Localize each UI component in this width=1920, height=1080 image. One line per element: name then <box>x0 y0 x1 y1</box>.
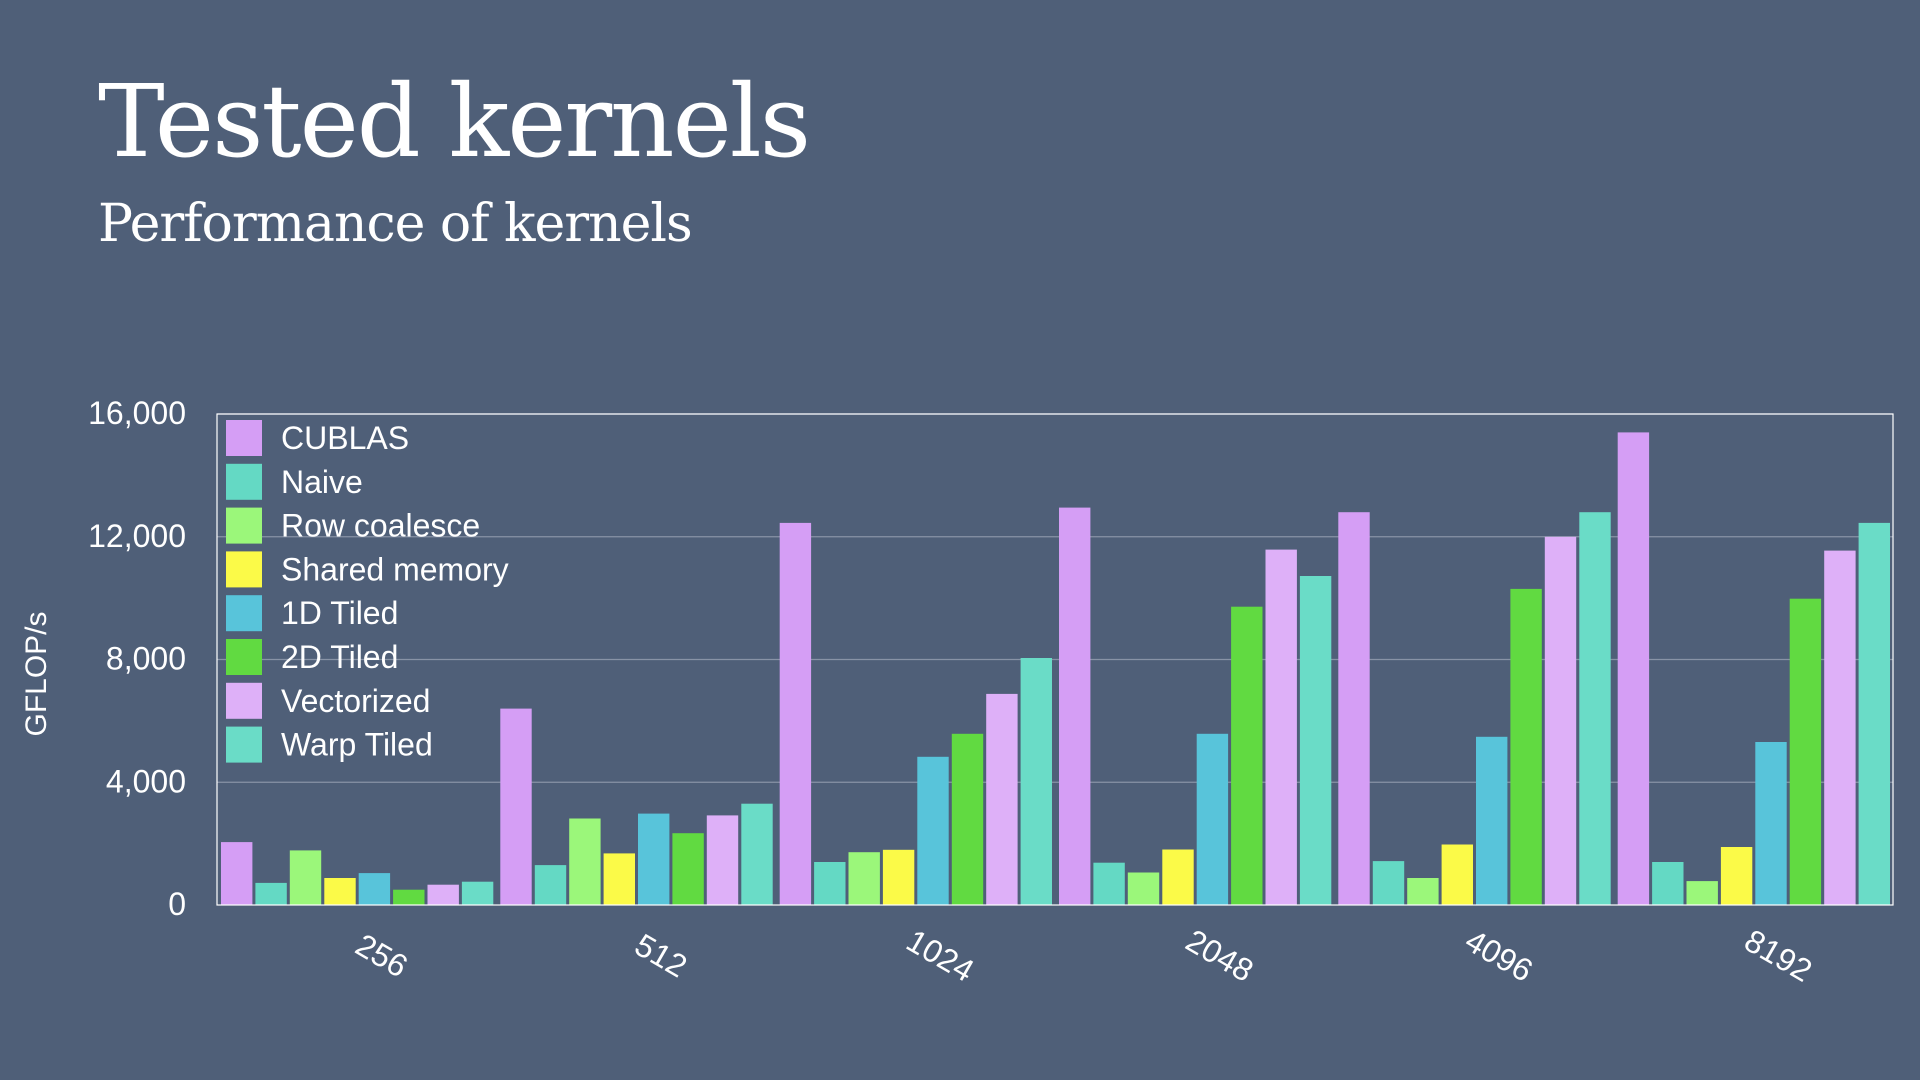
bar-1d-tiled-1024 <box>917 756 949 905</box>
bar-1d-tiled-4096 <box>1476 736 1508 905</box>
bar-naive-1024 <box>814 862 846 905</box>
bar-cublas-512 <box>500 708 532 905</box>
y-tick-label: 12,000 <box>88 518 186 554</box>
bar-row-coalesce-2048 <box>1127 872 1160 905</box>
legend-swatch <box>226 463 262 500</box>
bar-2d-tiled-256 <box>393 889 425 905</box>
legend-label: Vectorized <box>281 683 430 719</box>
bar-warp-tiled-4096 <box>1579 512 1611 905</box>
chart-bars <box>221 432 1890 906</box>
x-tick-label: 4096 <box>1459 922 1539 989</box>
bar-warp-tiled-256 <box>461 881 494 905</box>
bar-row-coalesce-1024 <box>848 852 880 905</box>
bar-shared-memory-2048 <box>1162 849 1194 905</box>
bar-shared-memory-1024 <box>882 849 915 905</box>
legend-label: Row coalesce <box>281 508 480 544</box>
bar-cublas-256 <box>221 842 253 905</box>
bar-cublas-4096 <box>1338 512 1370 905</box>
legend-swatch <box>226 682 262 719</box>
bar-2d-tiled-4096 <box>1510 588 1542 905</box>
legend-label: Warp Tiled <box>281 727 433 763</box>
bar-vectorized-4096 <box>1544 536 1577 906</box>
y-tick-label: 0 <box>168 886 186 922</box>
bar-warp-tiled-2048 <box>1299 576 1332 905</box>
y-tick-label: 8,000 <box>106 641 186 677</box>
x-tick-label: 512 <box>629 927 693 985</box>
bar-row-coalesce-4096 <box>1407 878 1439 905</box>
bar-1d-tiled-512 <box>638 813 670 905</box>
y-tick-label: 4,000 <box>106 763 186 799</box>
legend-swatch <box>226 507 262 544</box>
slide-subtitle: Performance of kernels <box>98 194 693 254</box>
legend-swatch <box>226 595 262 632</box>
plot-area-frame <box>216 413 1894 906</box>
x-tick-label: 1024 <box>901 922 981 989</box>
chart-legend: CUBLAS Naive Row coalesce Shared memory 1D T… <box>226 420 509 763</box>
slide-title: Tested kernels <box>98 63 811 180</box>
bar-naive-512 <box>534 865 567 905</box>
bar-1d-tiled-256 <box>358 873 391 905</box>
x-tick-label: 2048 <box>1180 922 1260 989</box>
bar-vectorized-2048 <box>1265 549 1297 905</box>
legend-label: 2D Tiled <box>281 639 398 675</box>
bar-shared-memory-4096 <box>1441 844 1473 905</box>
bar-cublas-8192 <box>1617 432 1650 905</box>
legend-swatch <box>226 551 262 588</box>
bar-shared-memory-8192 <box>1720 847 1753 905</box>
legend-label: 1D Tiled <box>281 595 398 631</box>
bar-naive-2048 <box>1093 862 1125 905</box>
bar-2d-tiled-2048 <box>1231 606 1263 905</box>
bar-naive-4096 <box>1372 861 1405 905</box>
legend-label: Shared memory <box>281 551 509 587</box>
bar-row-coalesce-256 <box>289 850 322 905</box>
bar-warp-tiled-1024 <box>1020 658 1052 905</box>
bar-warp-tiled-8192 <box>1858 522 1890 905</box>
x-axis-tick-labels: 256 512 1024 2048 4096 8192 <box>350 922 1819 989</box>
legend-swatch <box>226 639 262 675</box>
bar-cublas-1024 <box>779 522 812 905</box>
legend-swatch <box>226 420 262 456</box>
bar-2d-tiled-512 <box>672 833 704 905</box>
y-tick-label: 16,000 <box>88 395 186 431</box>
legend-swatch <box>226 726 262 763</box>
bar-vectorized-1024 <box>986 693 1018 905</box>
y-axis-tick-labels: 0 4,000 8,000 12,000 16,000 <box>88 395 186 922</box>
bar-naive-256 <box>255 882 287 905</box>
bar-vectorized-8192 <box>1824 550 1856 905</box>
legend-label: Naive <box>281 464 363 500</box>
legend-label: CUBLAS <box>281 420 409 456</box>
bar-row-coalesce-512 <box>569 818 601 905</box>
bar-vectorized-256 <box>427 884 459 905</box>
bar-vectorized-512 <box>706 815 739 905</box>
bar-1d-tiled-8192 <box>1755 742 1787 905</box>
bar-naive-8192 <box>1652 862 1684 905</box>
bar-2d-tiled-8192 <box>1789 598 1822 905</box>
bar-shared-memory-256 <box>324 878 356 905</box>
y-axis-label: GFLOP/s <box>20 611 53 736</box>
bar-row-coalesce-8192 <box>1686 881 1718 905</box>
bar-cublas-2048 <box>1059 507 1091 905</box>
x-tick-label: 8192 <box>1739 922 1819 989</box>
bar-1d-tiled-2048 <box>1196 733 1229 905</box>
bar-2d-tiled-1024 <box>951 733 984 905</box>
x-tick-label: 256 <box>350 927 414 985</box>
bar-warp-tiled-512 <box>741 803 773 905</box>
bar-shared-memory-512 <box>603 853 635 905</box>
